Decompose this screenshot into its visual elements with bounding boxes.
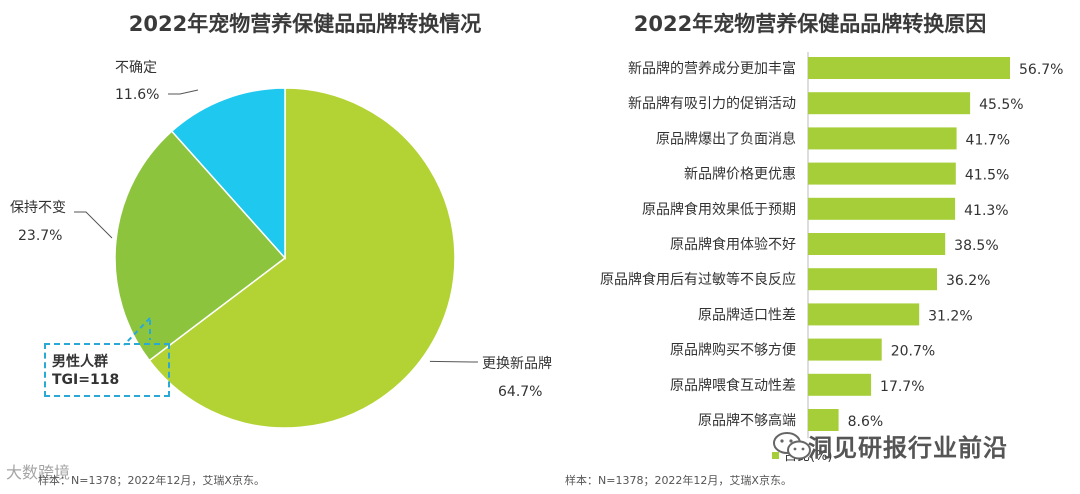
bar-value-label: 38.5% <box>954 238 998 254</box>
bar <box>808 338 882 361</box>
bar <box>808 268 937 291</box>
pie-leader-line <box>429 360 478 363</box>
bar-value-label: 41.3% <box>964 203 1008 219</box>
bar-category-label: 原品牌不够高端 <box>698 412 796 429</box>
bar-value-label: 17.7% <box>880 379 924 395</box>
bar <box>808 162 956 185</box>
bar-category-label: 原品牌喂食互动性差 <box>670 377 796 394</box>
bar <box>808 127 957 150</box>
pie-value-label: 64.7% <box>498 384 542 400</box>
bar-value-label: 41.5% <box>965 168 1009 184</box>
tgi-callout-value: TGI=118 <box>52 372 120 388</box>
pie-label: 保持不变 <box>10 200 66 216</box>
bar-category-label: 原品牌适口性差 <box>698 306 796 323</box>
bar-value-label: 56.7% <box>1019 62 1063 78</box>
bar-category-label: 原品牌食用后有过敏等不良反应 <box>600 271 796 288</box>
wechat-watermark: 洞见研报行业前沿 <box>808 434 1008 462</box>
bar-category-label: 新品牌价格更优惠 <box>684 166 796 183</box>
pie-slice <box>114 130 287 362</box>
bar <box>808 57 1010 79</box>
pie-label: 不确定 <box>115 60 157 76</box>
bar-category-label: 新品牌有吸引力的促销活动 <box>628 95 796 112</box>
bar-value-label: 31.2% <box>928 308 972 324</box>
footnote-right: 样本：N=1378；2022年12月，艾瑞X京东。 <box>565 474 792 487</box>
bar-category-label: 原品牌爆出了负面消息 <box>656 130 796 147</box>
pie-leader-line <box>168 89 199 95</box>
bar <box>808 197 956 220</box>
footnote-left: 样本：N=1378；2022年12月，艾瑞X京东。 <box>38 474 265 487</box>
bar-value-label: 20.7% <box>891 344 935 360</box>
legend-swatch <box>772 452 779 459</box>
bar-value-label: 36.2% <box>946 273 990 289</box>
tgi-callout-group: 男性人群 <box>52 354 108 370</box>
bar-chart-title: 2022年宠物营养保健品品牌转换原因 <box>633 12 987 36</box>
bar <box>808 409 839 431</box>
bar <box>808 233 946 255</box>
pie-leader-line <box>74 211 113 239</box>
bar <box>808 92 971 115</box>
bar <box>808 373 872 396</box>
pie-slice <box>170 87 286 260</box>
wechat-icon <box>773 432 811 460</box>
pie-label: 更换新品牌 <box>482 355 552 372</box>
watermark-left: 大数跨境 <box>6 463 71 482</box>
pie-slice <box>148 87 456 429</box>
pie-value-label: 11.6% <box>115 87 159 103</box>
bar-category-label: 原品牌食用体验不好 <box>670 236 796 253</box>
bar <box>808 303 920 326</box>
tgi-connector-line <box>123 317 151 346</box>
pie-value-label: 23.7% <box>18 228 62 244</box>
bar-value-label: 8.6% <box>848 414 884 430</box>
bar-value-label: 45.5% <box>979 97 1023 113</box>
bar-category-label: 原品牌食用效果低于预期 <box>642 201 796 218</box>
tgi-callout-box <box>44 343 170 397</box>
bar-category-label: 新品牌的营养成分更加丰富 <box>628 60 796 77</box>
pie-chart-title: 2022年宠物营养保健品品牌转换情况 <box>128 12 482 36</box>
bar-value-label: 41.7% <box>966 132 1010 148</box>
bar-category-label: 原品牌购买不够方便 <box>670 342 796 359</box>
